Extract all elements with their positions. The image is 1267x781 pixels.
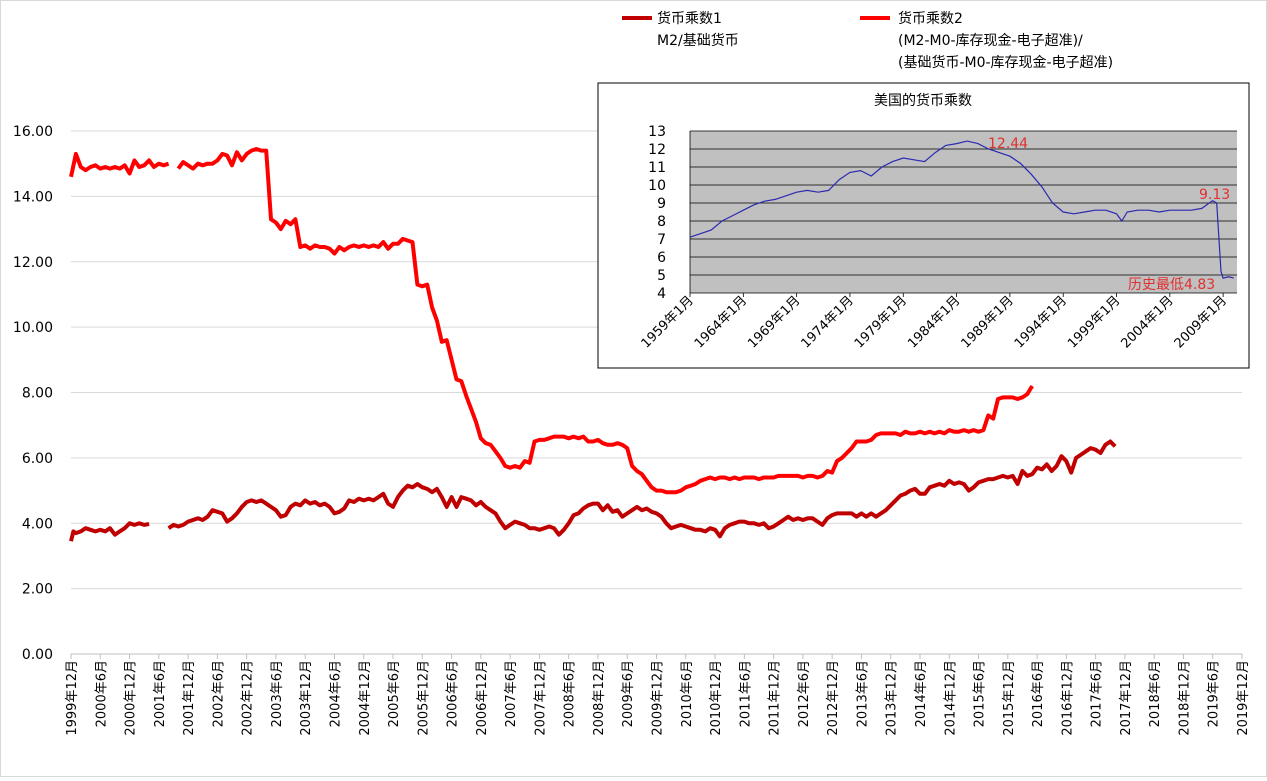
main-x-tick-label: 2010年12月	[709, 660, 724, 736]
main-y-tick-label: 14.00	[13, 189, 53, 205]
main-x-tick-label: 2007年12月	[533, 660, 548, 736]
legend-label-series-2-line-3: (基础货币-M0-库存现金-电子超准)	[898, 54, 1113, 71]
main-x-tick-label: 2015年6月	[973, 660, 988, 727]
inset-y-tick-label: 4	[657, 286, 666, 302]
main-x-tick-label: 2014年12月	[943, 660, 958, 736]
main-x-tick-label: 2013年6月	[855, 660, 870, 727]
main-y-tick-label: 8.00	[22, 386, 53, 402]
inset-y-tick-label: 8	[657, 214, 666, 230]
legend-item-series-2: 货币乘数2 (M2-M0-库存现金-电子超准)/ (基础货币-M0-库存现金-电…	[860, 10, 1113, 71]
main-x-tick-label: 2007年6月	[504, 660, 519, 727]
inset-annotation-peak: 12.44	[988, 136, 1028, 152]
main-x-tick-label: 2001年12月	[182, 660, 197, 736]
main-x-tick-label: 2018年12月	[1177, 660, 1192, 736]
main-y-tick-label: 16.00	[13, 124, 53, 140]
main-x-tick-label: 2012年12月	[826, 660, 841, 736]
main-x-tick-label: 1999年12月	[65, 660, 80, 736]
main-y-tick-label: 12.00	[13, 255, 53, 271]
main-x-tick-label: 2006年12月	[475, 660, 490, 736]
main-y-tick-label: 6.00	[22, 451, 53, 467]
main-x-tick-label: 2002年6月	[211, 660, 226, 727]
main-y-tick-label: 0.00	[22, 647, 53, 663]
main-x-tick-label: 2005年6月	[387, 660, 402, 727]
main-x-tick-label: 2018年6月	[1148, 660, 1163, 727]
main-x-tick-label: 2016年6月	[1031, 660, 1046, 727]
main-x-tick-label: 2006年6月	[446, 660, 461, 727]
main-x-tick-label: 2003年6月	[270, 660, 285, 727]
main-x-tick-label: 2012年6月	[797, 660, 812, 727]
legend-label-series-1-line-2: M2/基础货币	[657, 32, 739, 49]
main-y-tick-label: 2.00	[22, 582, 53, 598]
main-x-tick-label: 2004年6月	[328, 660, 343, 727]
main-x-tick-label: 2009年6月	[621, 660, 636, 727]
main-x-tick-label: 2019年6月	[1207, 660, 1222, 727]
main-x-tick-label: 2005年12月	[416, 660, 431, 736]
main-x-tick-label: 2008年6月	[563, 660, 578, 727]
main-series-lines	[69, 147, 1117, 542]
main-x-tick-label: 2017年6月	[1090, 660, 1105, 727]
inset-y-tick-label: 13	[648, 124, 666, 140]
inset-y-axis: 4 5 6 7 8 9 10 11 12 13	[648, 124, 666, 302]
inset-title: 美国的货币乘数	[874, 92, 972, 109]
main-x-tick-label: 2015年12月	[1002, 660, 1017, 736]
inset-annotation-2008: 9.13	[1199, 187, 1230, 203]
main-series-line-2	[69, 147, 1034, 495]
main-x-tick-label: 2016年12月	[1060, 660, 1075, 736]
main-x-tick-label: 2001年6月	[153, 660, 168, 727]
main-y-tick-label: 4.00	[22, 516, 53, 532]
main-x-tick-label: 2004年12月	[358, 660, 373, 736]
inset-annotation-low: 历史最低4.83	[1128, 277, 1215, 293]
legend-label-series-2-line-1: 货币乘数2	[898, 10, 963, 27]
main-x-tick-label: 2008年12月	[592, 660, 607, 736]
main-x-axis: 1999年12月 2000年6月 2000年12月 2001年6月 2001年12月 20…	[65, 654, 1251, 736]
inset-y-tick-label: 10	[648, 178, 666, 194]
main-x-tick-label: 2017年12月	[1119, 660, 1134, 736]
main-x-tick-label: 2013年12月	[885, 660, 900, 736]
main-y-tick-label: 10.00	[13, 320, 53, 336]
inset-series-line-1	[689, 140, 1234, 279]
inset-y-tick-label: 12	[648, 142, 666, 158]
main-x-tick-label: 2019年12月	[1236, 660, 1251, 736]
inset-y-tick-label: 11	[648, 160, 666, 176]
main-x-tick-label: 2000年6月	[94, 660, 109, 727]
main-x-tick-label: 2002年12月	[241, 660, 256, 736]
inset-y-tick-label: 5	[657, 268, 666, 284]
inset-series-line	[689, 140, 1234, 279]
legend-item-series-1: 货币乘数1 M2/基础货币	[622, 10, 739, 49]
inset-y-tick-label: 9	[657, 196, 666, 212]
main-x-tick-label: 2010年6月	[680, 660, 695, 727]
inset-y-tick-label: 6	[657, 250, 666, 266]
main-x-tick-label: 2009年12月	[651, 660, 666, 736]
legend: 货币乘数1 M2/基础货币 货币乘数2 (M2-M0-库存现金-电子超准)/ (…	[622, 10, 1113, 71]
inset-plot-area	[690, 131, 1237, 293]
legend-label-series-1-line-1: 货币乘数1	[657, 10, 722, 27]
main-x-tick-label: 2003年12月	[299, 660, 314, 736]
main-y-axis: 0.00 2.00 4.00 6.00 8.00 10.00 12.00 14.00 16.00	[13, 124, 53, 663]
inset-gridlines	[689, 130, 1237, 294]
main-series-line-1	[69, 439, 1117, 542]
main-x-tick-label: 2011年6月	[738, 660, 753, 727]
main-x-tick-label: 2011年12月	[768, 660, 783, 736]
legend-label-series-2-line-2: (M2-M0-库存现金-电子超准)/	[898, 33, 1083, 49]
main-x-tick-label: 2014年6月	[914, 660, 929, 727]
main-x-tick-label: 2000年12月	[124, 660, 139, 736]
inset-y-tick-label: 7	[657, 232, 666, 248]
